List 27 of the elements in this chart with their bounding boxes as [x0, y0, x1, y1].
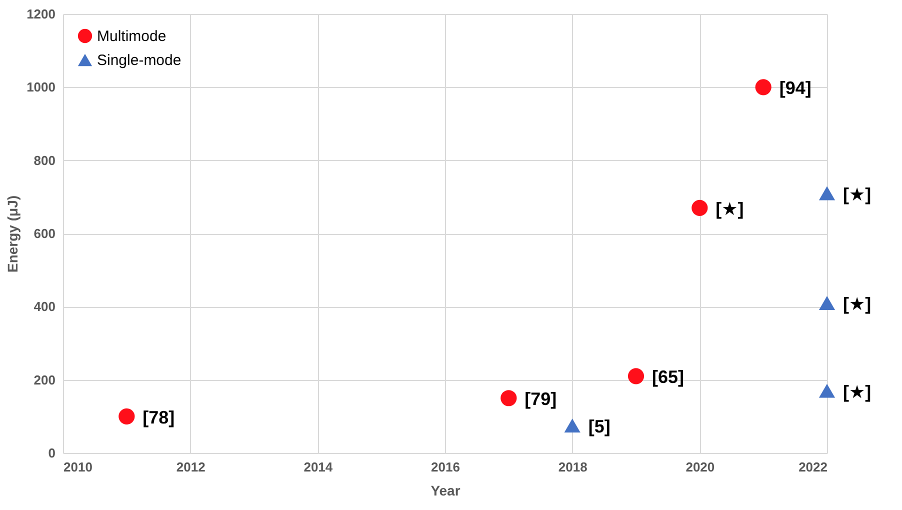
annotation: [★]: [843, 382, 872, 402]
annotation: [78]: [142, 407, 175, 428]
y-axis-title: Energy (μJ): [4, 195, 21, 273]
annotation: [5]: [588, 416, 610, 437]
annotation: [65]: [652, 367, 684, 388]
x-tick-label: 2016: [431, 460, 460, 474]
y-tick-label: 0: [48, 446, 56, 460]
x-tick-label: 2018: [558, 460, 588, 474]
x-axis-title: Year: [430, 482, 461, 498]
y-tick-label: 200: [34, 372, 56, 388]
legend-label: Single-mode: [97, 52, 182, 69]
annotation: [94]: [779, 78, 812, 98]
x-tick-label: 2020: [686, 460, 715, 474]
y-tick-label: 600: [34, 226, 56, 241]
x-tick-label: 2012: [176, 460, 206, 474]
legend-label: Multimode: [97, 28, 166, 45]
annotation: [★]: [843, 294, 872, 314]
x-tick-label: 2010: [64, 460, 92, 474]
x-tick-label: 2014: [304, 460, 334, 474]
y-tick-label: 1200: [26, 6, 56, 22]
x-tick-label: 2022: [798, 460, 828, 474]
y-tick-label: 400: [34, 299, 56, 314]
y-tick-label: 1000: [26, 80, 56, 95]
y-tick-label: 800: [34, 152, 56, 168]
annotation: [★]: [716, 198, 744, 219]
annotation: [79]: [524, 389, 557, 410]
annotation: [★]: [843, 184, 872, 204]
